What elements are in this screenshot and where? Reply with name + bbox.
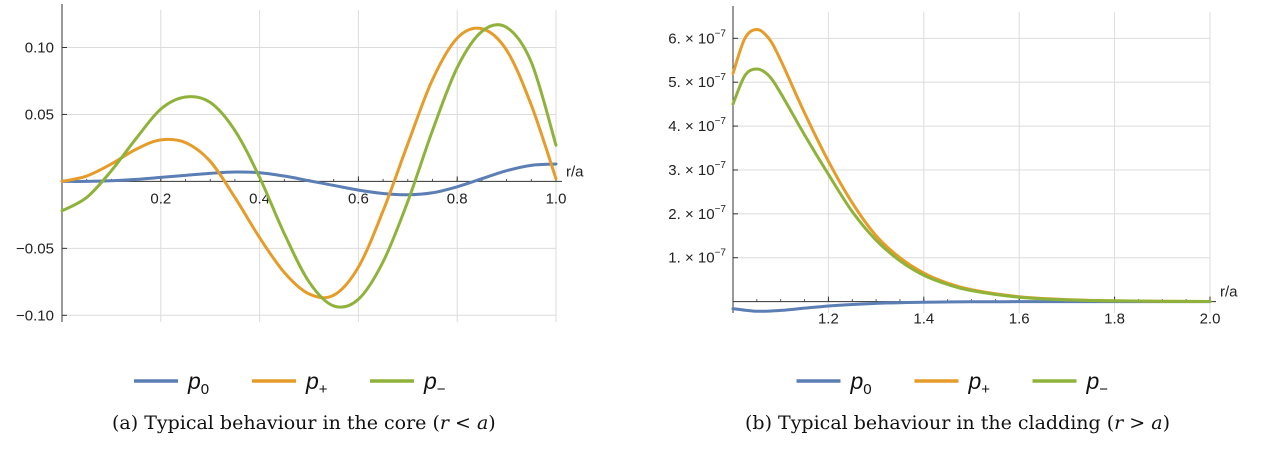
legend-label-b-0: p0	[850, 368, 872, 398]
legend-label-base: p	[968, 368, 982, 394]
series-line-b-0	[731, 300, 1212, 313]
caption-a-suffix: )	[488, 412, 496, 434]
series-line-a-2	[60, 23, 558, 309]
legend-label-sub: −	[437, 381, 446, 398]
y-tick-label-a-2: 0.05	[25, 106, 54, 123]
y-tick-exponent: −7	[715, 116, 727, 127]
chart-panel-b: 1.2 1.4 1.6 1.8 2.0r/a1. × 10−72. × 10−73. ×…	[668, 6, 1238, 398]
x-tick-label-a-0: 0.2	[150, 190, 171, 207]
legend-label-base: p	[305, 368, 319, 394]
legend-label-a-1: p+	[305, 368, 328, 398]
legend-label-base: p	[187, 368, 201, 394]
y-tick-label-b-5: 6. × 10−7	[668, 28, 726, 47]
x-tick-label-a-3: 0.8	[447, 190, 468, 207]
y-tick-mantissa: 2. × 10	[668, 206, 714, 223]
x-tick-label-a-4: 1.0	[546, 190, 567, 207]
y-tick-exponent: −7	[715, 160, 727, 171]
x-tick-label-b-0: 1.2	[818, 311, 839, 328]
legend-label-sub: 0	[863, 381, 871, 398]
caption-a-math: r < a	[439, 412, 489, 434]
x-tick-label-b-3: 1.8	[1104, 311, 1125, 328]
y-tick-exponent: −7	[715, 28, 727, 39]
series-line-b-2	[731, 67, 1212, 303]
legend-label-base: p	[1086, 368, 1100, 394]
caption-b: (b) Typical behaviour in the cladding (r…	[745, 412, 1170, 434]
y-tick-label-a-0: −0.10	[16, 307, 54, 324]
y-tick-label-b-2: 3. × 10−7	[668, 160, 726, 179]
y-tick-exponent: −7	[715, 204, 727, 215]
series-line-a-1	[60, 26, 558, 300]
legend-label-a-2: p−	[423, 368, 446, 398]
x-tick-label-b-2: 1.6	[1009, 311, 1030, 328]
legend-label-sub: +	[981, 381, 990, 398]
caption-b-suffix: )	[1162, 412, 1170, 434]
legend-label-base: p	[423, 368, 437, 394]
x-tick-label-b-1: 1.4	[913, 311, 934, 328]
y-tick-label-b-4: 5. × 10−7	[668, 72, 726, 91]
caption-a-prefix: (a) Typical behaviour in the core (	[112, 412, 440, 434]
caption-b-prefix: (b) Typical behaviour in the cladding (	[745, 412, 1115, 434]
legend-label-sub: −	[1099, 381, 1108, 398]
y-tick-label-a-1: −0.05	[16, 240, 54, 257]
y-tick-exponent: −7	[715, 248, 727, 259]
x-tick-label-a-2: 0.6	[348, 190, 369, 207]
y-tick-label-b-3: 4. × 10−7	[668, 116, 726, 135]
legend-a: p0 p+ p−	[134, 368, 446, 398]
legend-b: p0 p+ p−	[796, 368, 1109, 398]
caption-b-math: r > a	[1114, 412, 1163, 434]
y-tick-mantissa: 6. × 10	[668, 30, 714, 47]
x-axis-label-b: r/a	[1220, 284, 1238, 301]
series-line-a-0	[60, 162, 558, 197]
y-tick-mantissa: 4. × 10	[668, 118, 714, 135]
legend-label-sub: 0	[201, 381, 209, 398]
legend-label-a-0: p0	[187, 368, 209, 398]
y-tick-mantissa: 1. × 10	[668, 250, 714, 267]
x-axis-label-a: r/a	[566, 163, 584, 180]
legend-label-b-2: p−	[1086, 368, 1109, 398]
y-tick-mantissa: 3. × 10	[668, 162, 714, 179]
y-tick-label-b-1: 2. × 10−7	[668, 204, 726, 223]
x-tick-label-a-1: 0.4	[249, 190, 270, 207]
legend-label-b-1: p+	[968, 368, 991, 398]
series-line-b-1	[731, 28, 1212, 303]
y-tick-label-a-3: 0.10	[25, 39, 54, 56]
x-tick-label-b-4: 2.0	[1200, 311, 1221, 328]
legend-label-sub: +	[319, 381, 328, 398]
y-tick-mantissa: 5. × 10	[668, 74, 714, 91]
caption-a: (a) Typical behaviour in the core (r < a…	[112, 412, 496, 434]
y-tick-label-b-0: 1. × 10−7	[668, 248, 726, 267]
y-tick-exponent: −7	[715, 72, 727, 83]
legend-label-base: p	[850, 368, 864, 394]
